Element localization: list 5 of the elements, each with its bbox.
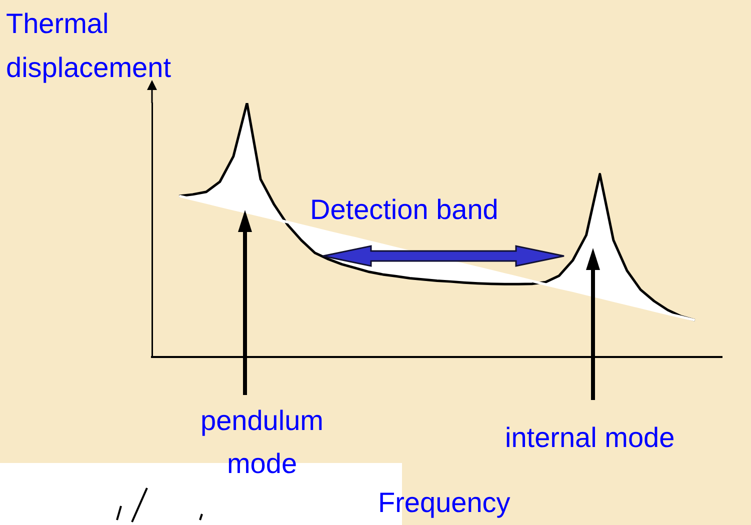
text: internal mode (505, 421, 675, 455)
text: pendulum mode (200, 404, 324, 481)
x-axis-title: Frequency (378, 486, 510, 520)
annotation: Detection band (310, 193, 498, 227)
y-axis-title: Thermal displacement (6, 7, 172, 85)
